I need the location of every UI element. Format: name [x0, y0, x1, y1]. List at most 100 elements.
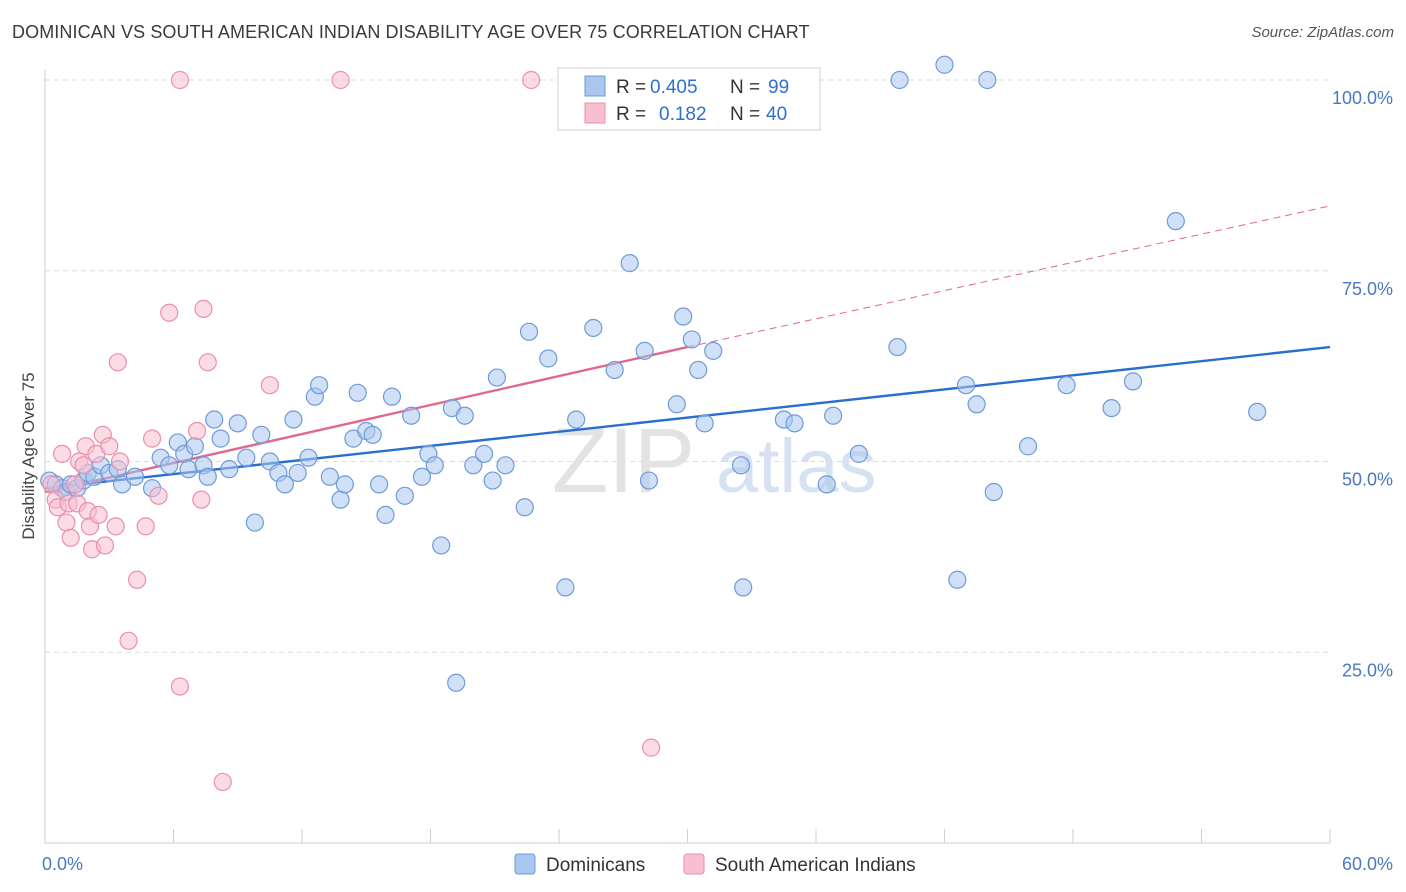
- point-south-american-indians-0: [42, 475, 61, 494]
- point-dominicans-44: [363, 425, 382, 444]
- y-tick-label-3: 100.0%: [1332, 88, 1393, 108]
- point-south-american-indians-16: [89, 505, 108, 525]
- point-dominicans-83: [824, 406, 843, 425]
- legend-r-value-2: 0.182: [659, 104, 707, 125]
- point-dominicans-23: [205, 410, 224, 429]
- point-south-american-indians-28: [170, 677, 190, 696]
- y-tick-label-2: 75.0%: [1342, 279, 1393, 299]
- point-dominicans-39: [331, 490, 350, 509]
- point-dominicans-75: [689, 360, 708, 380]
- point-dominicans-56: [455, 406, 474, 425]
- point-dominicans-94: [1166, 212, 1185, 231]
- point-south-american-indians-20: [106, 517, 125, 536]
- point-dominicans-68: [605, 360, 624, 380]
- series-legend-swatch-dominicans: [514, 853, 536, 875]
- point-south-american-indians-37: [522, 70, 541, 90]
- point-dominicans-45: [370, 475, 389, 494]
- point-dominicans-49: [402, 406, 421, 425]
- point-dominicans-91: [1057, 376, 1076, 395]
- point-dominicans-57: [464, 456, 483, 475]
- y-tick-label-0: 25.0%: [1342, 660, 1393, 680]
- series-legend-swatch-south-american-indians: [683, 853, 705, 875]
- point-dominicans-82: [817, 475, 836, 494]
- point-dominicans-33: [284, 410, 303, 429]
- legend-r-value-1: 0.405: [650, 77, 698, 98]
- point-dominicans-53: [432, 536, 451, 555]
- point-dominicans-61: [496, 456, 515, 475]
- point-dominicans-16: [160, 456, 179, 475]
- point-dominicans-81: [785, 414, 804, 433]
- point-dominicans-62: [515, 498, 534, 517]
- point-dominicans-88: [967, 395, 986, 414]
- point-dominicans-60: [487, 368, 506, 387]
- point-dominicans-42: [348, 383, 367, 402]
- source-credit: Source: ZipAtlas.com: [1251, 24, 1394, 41]
- point-dominicans-89: [984, 482, 1003, 502]
- point-dominicans-26: [228, 414, 247, 433]
- point-dominicans-32: [275, 475, 294, 494]
- chart-title: DOMINICAN VS SOUTH AMERICAN INDIAN DISAB…: [12, 22, 810, 42]
- point-south-american-indians-23: [127, 570, 147, 589]
- point-dominicans-66: [567, 410, 586, 429]
- point-dominicans-13: [125, 467, 145, 486]
- point-dominicans-50: [412, 467, 432, 486]
- point-south-american-indians-25: [142, 429, 162, 448]
- point-dominicans-76: [695, 414, 714, 433]
- point-dominicans-78: [731, 456, 751, 475]
- y-axis-label: Disability Age Over 75: [19, 372, 38, 539]
- point-dominicans-46: [376, 505, 395, 525]
- point-dominicans-40: [335, 475, 354, 494]
- legend-r-label-1: R =: [616, 77, 646, 98]
- point-south-american-indians-18: [95, 536, 115, 555]
- point-dominicans-25: [220, 460, 239, 479]
- point-dominicans-95: [1248, 402, 1267, 422]
- point-dominicans-86: [948, 570, 967, 589]
- point-dominicans-34: [288, 463, 307, 483]
- point-dominicans-63: [519, 322, 539, 341]
- point-south-american-indians-39: [110, 452, 130, 471]
- point-south-american-indians-22: [119, 631, 138, 650]
- point-south-american-indians-26: [149, 486, 168, 505]
- point-dominicans-74: [682, 330, 701, 349]
- point-dominicans-48: [395, 486, 414, 505]
- point-south-american-indians-35: [170, 70, 190, 90]
- point-south-american-indians-33: [213, 772, 232, 792]
- x-tick-label-1: 60.0%: [1342, 854, 1393, 874]
- point-dominicans-90: [1018, 437, 1038, 456]
- point-south-american-indians-7: [65, 475, 85, 494]
- legend-n-label-1: N =: [730, 77, 760, 98]
- point-south-american-indians-36: [331, 70, 350, 90]
- legend-n-value-1: 99: [768, 77, 789, 98]
- point-dominicans-52: [425, 456, 444, 475]
- axes: [44, 70, 1331, 844]
- point-south-american-indians-4: [57, 513, 76, 532]
- point-dominicans-71: [639, 471, 659, 490]
- point-dominicans-38: [320, 467, 339, 486]
- point-dominicans-47: [382, 387, 402, 406]
- point-dominicans-58: [474, 444, 494, 463]
- point-dominicans-20: [185, 437, 205, 456]
- point-dominicans-72: [667, 395, 686, 414]
- point-south-american-indians-29: [187, 421, 207, 441]
- series-legend-label-south-american-indians: South American Indians: [715, 855, 916, 876]
- point-south-american-indians-27: [160, 303, 179, 322]
- point-dominicans-27: [237, 448, 256, 467]
- point-dominicans-73: [674, 307, 693, 326]
- point-dominicans-79: [734, 578, 753, 597]
- point-dominicans-22: [198, 467, 217, 486]
- grid-lines: [45, 79, 1330, 653]
- data-points: [40, 55, 1267, 792]
- point-south-american-indians-24: [136, 517, 155, 536]
- trend-lines: [44, 205, 1331, 494]
- point-dominicans-19: [179, 460, 198, 479]
- point-south-american-indians-31: [194, 299, 213, 318]
- series-legend-label-dominicans: Dominicans: [546, 855, 645, 876]
- point-south-american-indians-3: [53, 444, 72, 463]
- point-dominicans-85: [888, 337, 907, 357]
- point-south-american-indians-32: [198, 353, 217, 372]
- point-dominicans-98: [935, 55, 954, 74]
- point-dominicans-69: [620, 254, 639, 273]
- point-south-american-indians-6: [61, 528, 80, 547]
- point-south-american-indians-10: [74, 456, 93, 475]
